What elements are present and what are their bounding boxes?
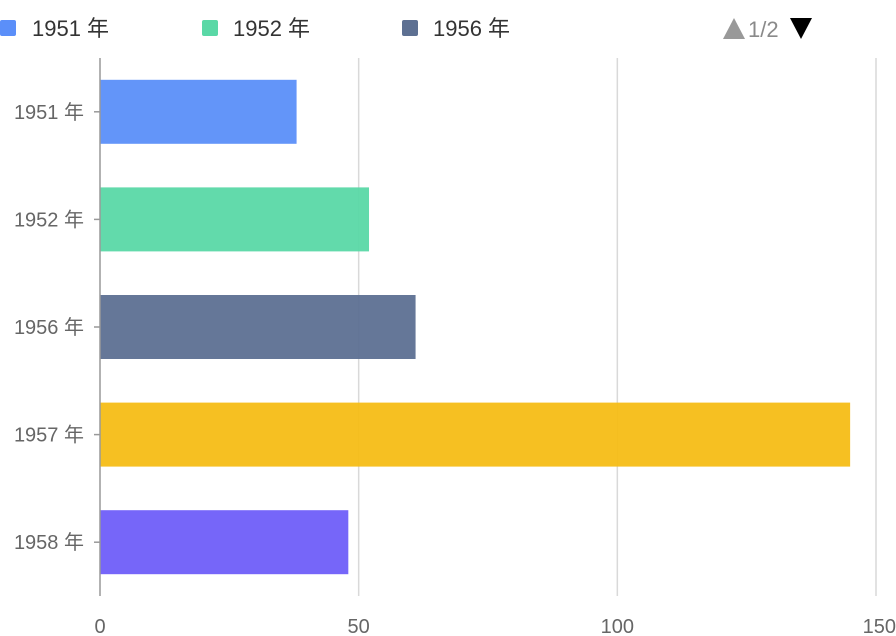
x-axis-labels: 0 50 100 150 <box>94 616 896 636</box>
gridlines <box>357 58 877 596</box>
legend-item-1952[interactable]: 1952 年 <box>202 16 310 41</box>
legend-pager-text: 1/2 <box>748 17 779 42</box>
x-tick-label-0: 0 <box>94 616 105 636</box>
legend-item-1956[interactable]: 1956 年 <box>402 16 510 41</box>
legend-pager: 1/2 <box>723 17 812 42</box>
y-tick-label-1: 1952 年 <box>14 208 84 231</box>
y-axis-labels: 1951 年 1952 年 1956 年 1957 年 1958 年 <box>14 101 84 554</box>
bar-0[interactable] <box>100 79 297 144</box>
bar-2[interactable] <box>100 295 416 359</box>
x-tick-label-100: 100 <box>601 616 634 636</box>
y-tick-label-0: 1951 年 <box>14 101 84 124</box>
y-tick-label-3: 1957 年 <box>14 424 84 447</box>
legend-label-1952: 1952 年 <box>233 16 310 41</box>
x-tick-label-150: 150 <box>863 616 896 636</box>
axes <box>94 58 101 596</box>
y-tick-label-2: 1956 年 <box>14 316 84 339</box>
triangle-down-icon[interactable] <box>790 18 812 39</box>
legend-item-1951[interactable]: 1951 年 <box>0 16 109 41</box>
bars <box>100 79 851 575</box>
plot-area: 1951 年 1952 年 1956 年 1957 年 1958 年 0 50 100 150 <box>14 58 896 636</box>
x-tick-label-50: 50 <box>348 616 370 636</box>
y-tick-label-4: 1958 年 <box>14 531 84 554</box>
bar-4[interactable] <box>100 510 349 575</box>
legend-swatch-1951 <box>0 20 16 36</box>
bar-3[interactable] <box>100 402 851 467</box>
bar-1[interactable] <box>100 187 370 252</box>
legend: 1951 年 1952 年 1956 年 1/2 <box>0 16 812 42</box>
triangle-up-icon[interactable] <box>723 18 745 39</box>
legend-label-1956: 1956 年 <box>433 16 510 41</box>
legend-label-1951: 1951 年 <box>32 16 109 41</box>
legend-swatch-1952 <box>202 20 218 36</box>
legend-swatch-1956 <box>402 20 418 36</box>
